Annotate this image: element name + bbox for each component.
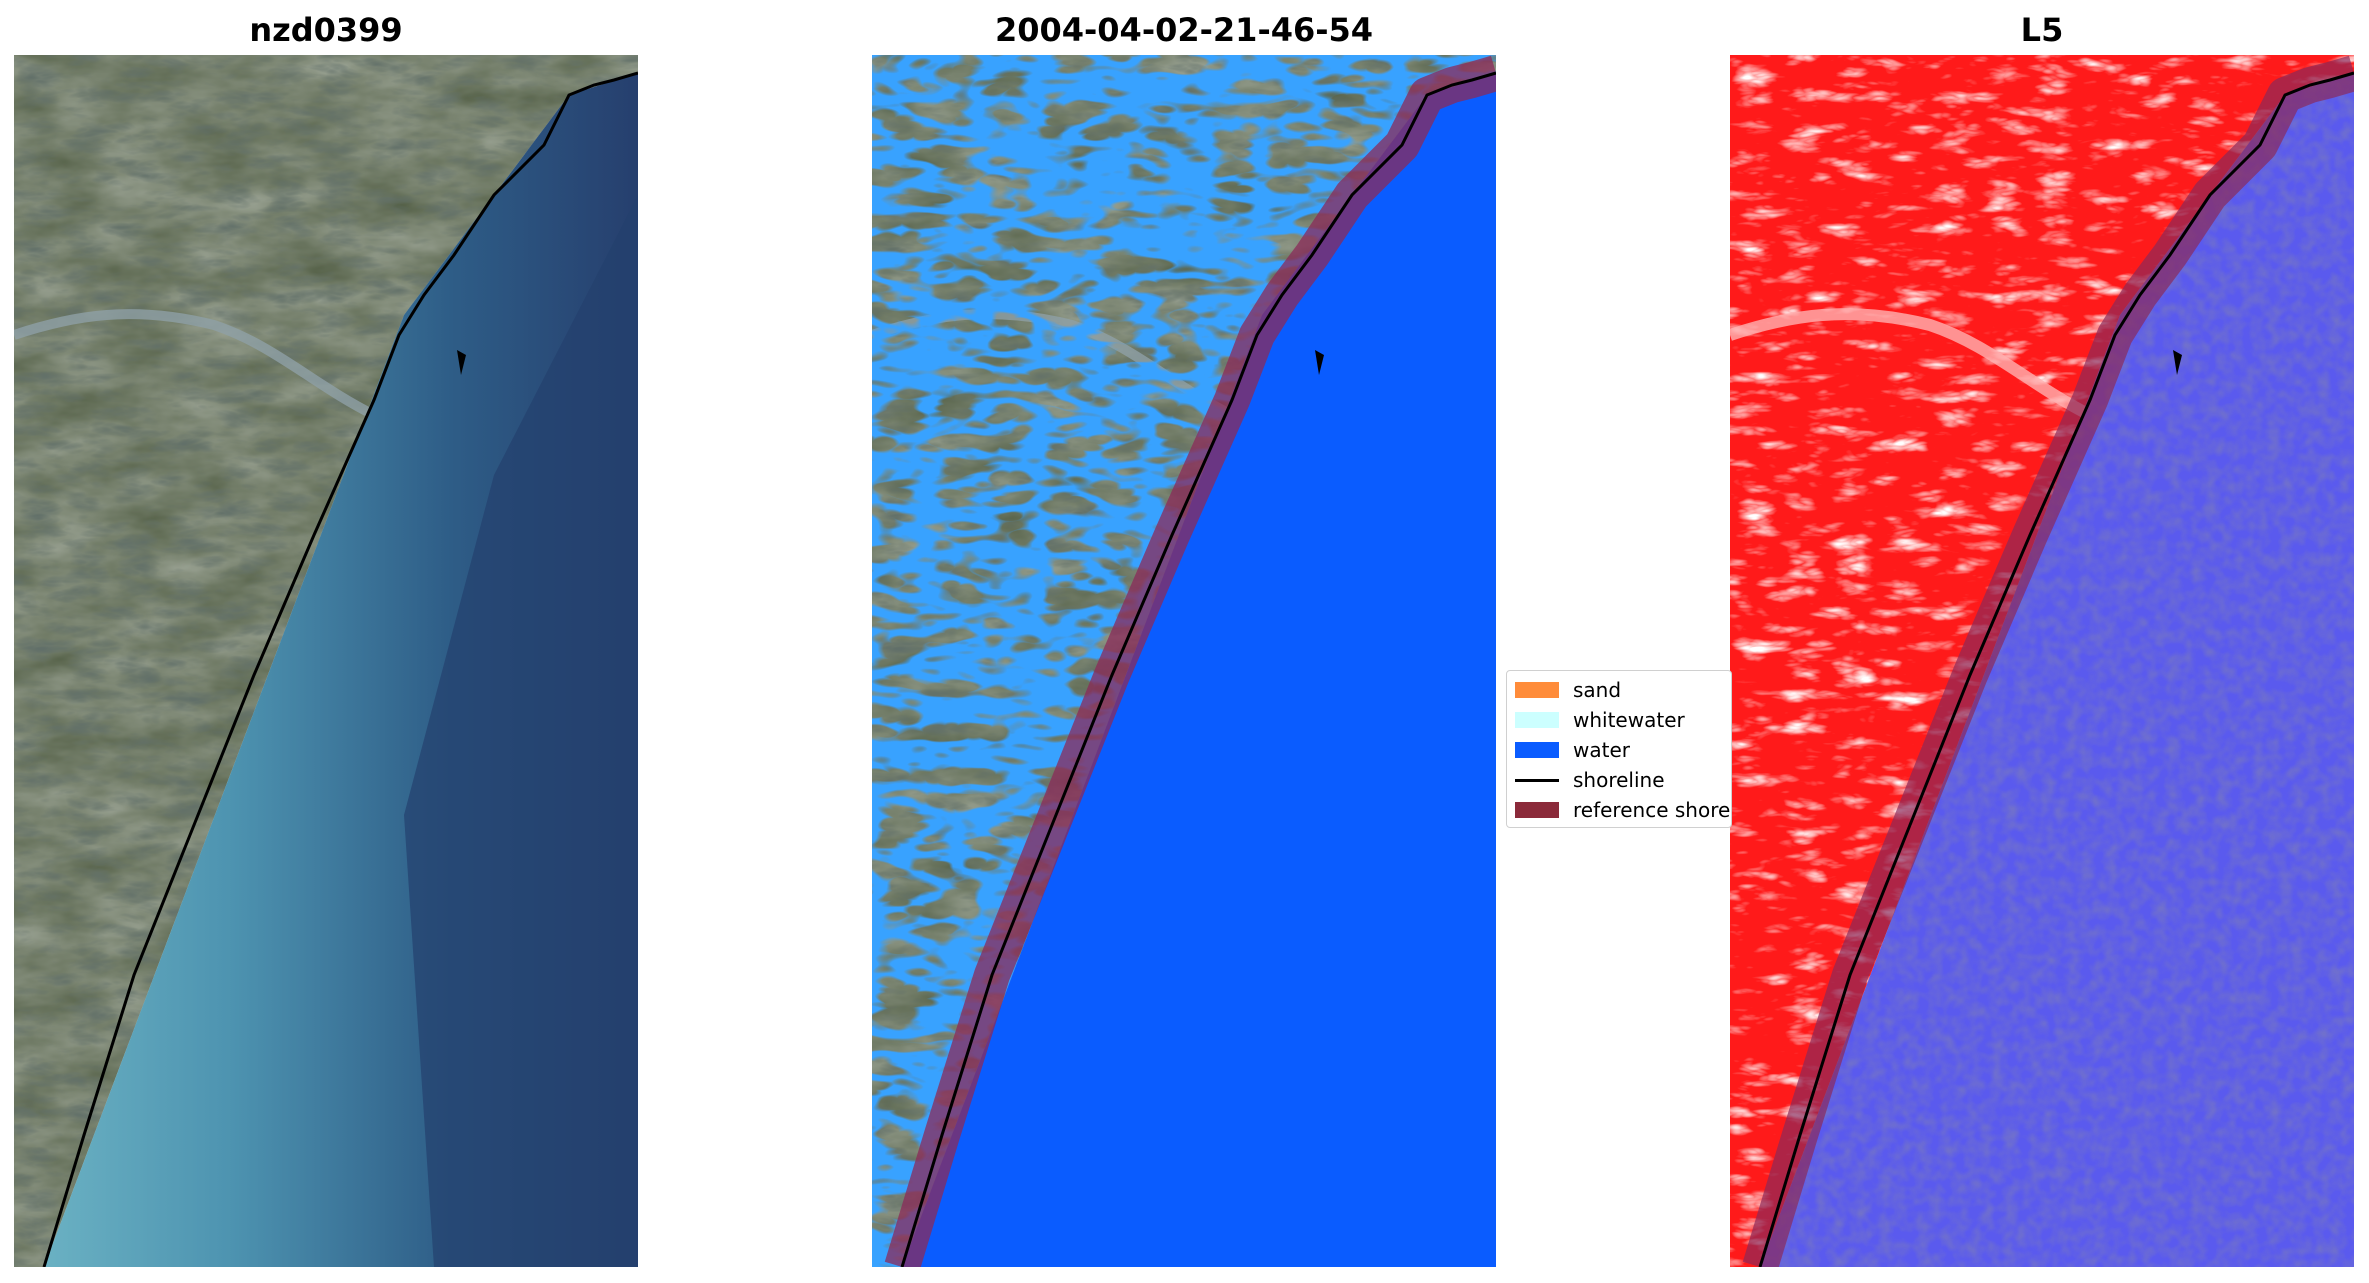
reference-shoreline-swatch	[1515, 802, 1559, 818]
legend-item-shoreline: shoreline	[1507, 765, 1731, 795]
classified-image	[872, 55, 1496, 1267]
rgb-satellite-image	[14, 55, 638, 1267]
sand-swatch	[1515, 682, 1559, 698]
legend-label-whitewater: whitewater	[1573, 708, 1685, 732]
classified-image-panel	[872, 55, 1496, 1267]
panel-title-rgb: nzd0399	[249, 11, 403, 49]
panel-title-index: L5	[2020, 11, 2064, 49]
whitewater-swatch	[1515, 712, 1559, 728]
legend-label-water: water	[1573, 738, 1630, 762]
index-image-panel	[1730, 55, 2354, 1267]
rgb-image-panel	[14, 55, 638, 1267]
legend-label-reference-shoreline: reference shoreline	[1573, 798, 1731, 822]
panel-title-classified: 2004-04-02-21-46-54	[994, 11, 1374, 49]
legend: sand whitewater water shoreline referenc…	[1506, 670, 1732, 828]
legend-item-whitewater: whitewater	[1507, 705, 1731, 735]
legend-label-sand: sand	[1573, 678, 1622, 702]
legend-label-shoreline: shoreline	[1573, 768, 1665, 792]
legend-item-reference-shoreline: reference shoreline	[1507, 795, 1731, 825]
legend-item-sand: sand	[1507, 675, 1731, 705]
legend-item-water: water	[1507, 735, 1731, 765]
shoreline-swatch	[1515, 778, 1559, 782]
index-image	[1730, 55, 2354, 1267]
water-swatch	[1515, 742, 1559, 758]
